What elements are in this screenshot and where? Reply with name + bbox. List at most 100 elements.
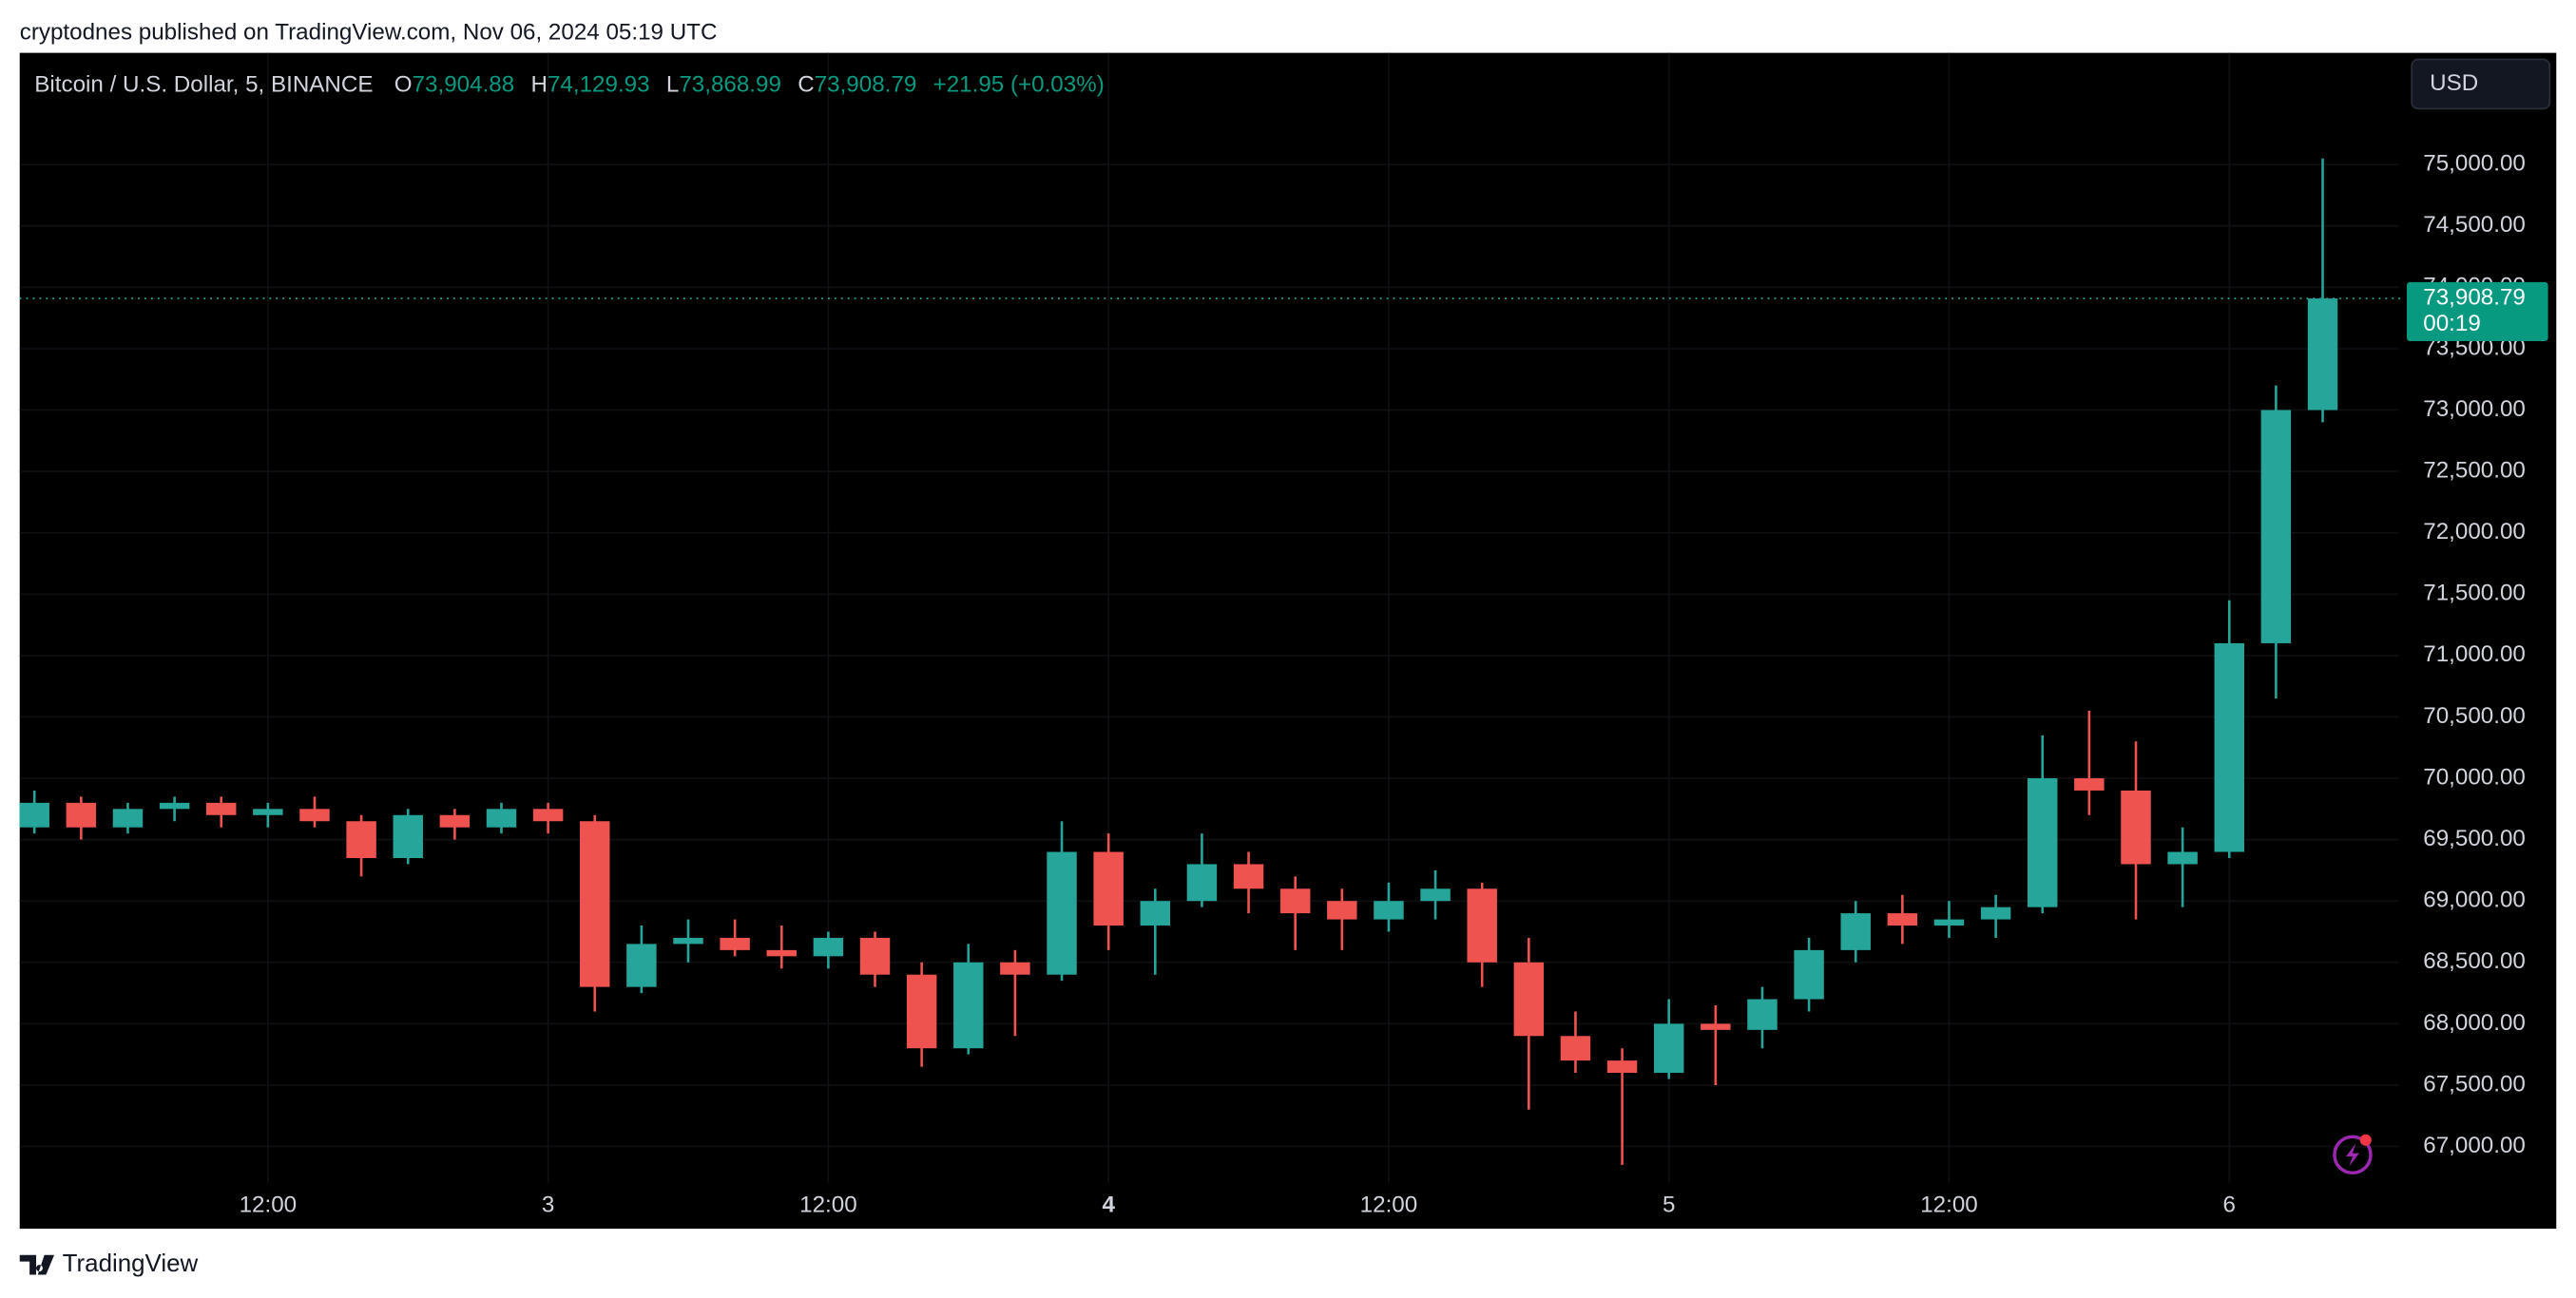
y-tick-label: 70,500.00 — [2423, 703, 2526, 729]
x-tick-label: 12:00 — [1920, 1192, 1978, 1217]
y-tick-label: 73,000.00 — [2423, 396, 2526, 422]
candle-body — [486, 809, 517, 828]
ohlc-change: +21.95 (+0.03%) — [933, 72, 1105, 98]
candle-body — [1000, 962, 1030, 975]
ohlc-open-key: O — [394, 72, 413, 98]
brand-logo — [19, 1254, 55, 1275]
candle-body — [1653, 1023, 1684, 1074]
chart-panel — [19, 52, 2557, 1230]
y-tick-label: 71,500.00 — [2423, 581, 2526, 606]
alert-bolt[interactable] — [2346, 1143, 2359, 1167]
candle-body — [859, 937, 891, 975]
y-tick-label: 72,000.00 — [2423, 519, 2526, 544]
candle-body — [1047, 851, 1077, 975]
candle-body — [673, 937, 703, 945]
ohlc-low-key: L — [666, 72, 679, 98]
last-price-badge — [2406, 281, 2548, 342]
candle-body — [439, 814, 471, 828]
brand-name: TradingView — [63, 1250, 199, 1277]
countdown-label: 00:19 — [2423, 311, 2481, 336]
candle-body — [2121, 790, 2151, 865]
candle-body — [299, 809, 330, 822]
candle-body — [813, 937, 844, 957]
x-tick-label: 12:00 — [799, 1192, 857, 1217]
x-tick-label: 3 — [542, 1192, 554, 1217]
y-tick-label: 68,000.00 — [2423, 1010, 2526, 1036]
candle-body — [1840, 913, 1871, 950]
candle-body — [253, 809, 283, 815]
candle-body — [1093, 851, 1124, 926]
candle-body — [1186, 864, 1218, 902]
y-tick-label: 67,500.00 — [2423, 1071, 2526, 1097]
ohlc-high-key: H — [531, 72, 548, 98]
grid — [19, 52, 2399, 1183]
candle-body — [1233, 864, 1264, 889]
x-tick-label: 4 — [1102, 1192, 1115, 1217]
ohlc-legend: O 73,904.88 H 74,129.93 L 73,868.99 C 73,908.79… — [394, 72, 1105, 98]
candle-body — [1887, 913, 1918, 926]
candle-body — [720, 937, 750, 950]
candle-body — [2028, 778, 2058, 907]
y-tick-label: 74,500.00 — [2423, 212, 2526, 238]
candle-body — [626, 944, 657, 987]
candle-body — [1467, 888, 1497, 963]
x-tick-label: 12:00 — [1360, 1192, 1418, 1217]
candle-body — [66, 802, 97, 828]
candle-body — [2307, 298, 2338, 410]
ohlc-close-key: C — [798, 72, 814, 98]
candle-body — [19, 802, 49, 828]
candle-body — [580, 821, 610, 987]
candle-body — [1606, 1060, 1638, 1074]
candle-body — [1140, 901, 1171, 926]
candle-body — [1420, 888, 1451, 902]
candle-body — [1794, 949, 1824, 1000]
candle-body — [2074, 778, 2105, 791]
brand-mark — [19, 1254, 55, 1275]
ohlc-close: 73,908.79 — [815, 72, 917, 98]
y-tick-label: 67,000.00 — [2423, 1133, 2526, 1158]
candle-body — [1933, 919, 1965, 926]
y-tick-label: 70,000.00 — [2423, 764, 2526, 790]
candle-body — [766, 949, 797, 957]
y-tick-label: 69,500.00 — [2423, 826, 2526, 851]
candle-body — [532, 809, 564, 822]
candles — [19, 158, 2338, 1165]
x-tick-label: 5 — [1663, 1192, 1675, 1217]
symbol-title: Bitcoin / U.S. Dollar, 5, BINANCE — [34, 72, 373, 98]
candle-body — [1747, 999, 1778, 1030]
candle-body — [393, 814, 423, 858]
candle-body — [1513, 962, 1545, 1037]
candle-body — [112, 809, 144, 828]
candle-body — [2260, 410, 2292, 643]
candle-body — [1279, 888, 1311, 914]
y-tick-label: 75,000.00 — [2423, 151, 2526, 177]
ohlc-open: 73,904.88 — [413, 72, 515, 98]
y-tick-label: 72,500.00 — [2423, 457, 2526, 483]
y-tick-label: 69,000.00 — [2423, 888, 2526, 913]
axes: 67,000.00 67,500.00 68,000.00 68,500.00 69,0… — [19, 151, 2548, 1217]
candle-body — [159, 802, 190, 810]
x-tick-label: 12:00 — [240, 1192, 298, 1217]
candle-body — [346, 821, 376, 858]
y-tick-label: 68,500.00 — [2423, 948, 2526, 974]
candle-body — [1701, 1023, 1731, 1030]
candle-body — [1560, 1036, 1591, 1061]
ohlc-low: 73,868.99 — [679, 72, 781, 98]
candle-body — [206, 802, 237, 815]
candle-body — [2167, 851, 2198, 865]
alert-ring[interactable] — [2333, 1135, 2373, 1175]
publisher-line: cryptodnes published on TradingView.com,… — [20, 19, 718, 45]
candle-body — [906, 974, 937, 1049]
alert-icon[interactable] — [2333, 1134, 2373, 1175]
currency-button[interactable] — [2411, 58, 2551, 110]
ohlc-high: 74,129.93 — [548, 72, 650, 98]
y-tick-label: 71,000.00 — [2423, 641, 2526, 667]
alert-dot[interactable] — [2359, 1134, 2372, 1146]
candle-body — [2214, 642, 2244, 852]
currency-label[interactable]: USD — [2430, 70, 2478, 96]
candle-body — [953, 962, 984, 1049]
candle-body — [1980, 907, 2011, 920]
candle-body — [1374, 901, 1404, 920]
